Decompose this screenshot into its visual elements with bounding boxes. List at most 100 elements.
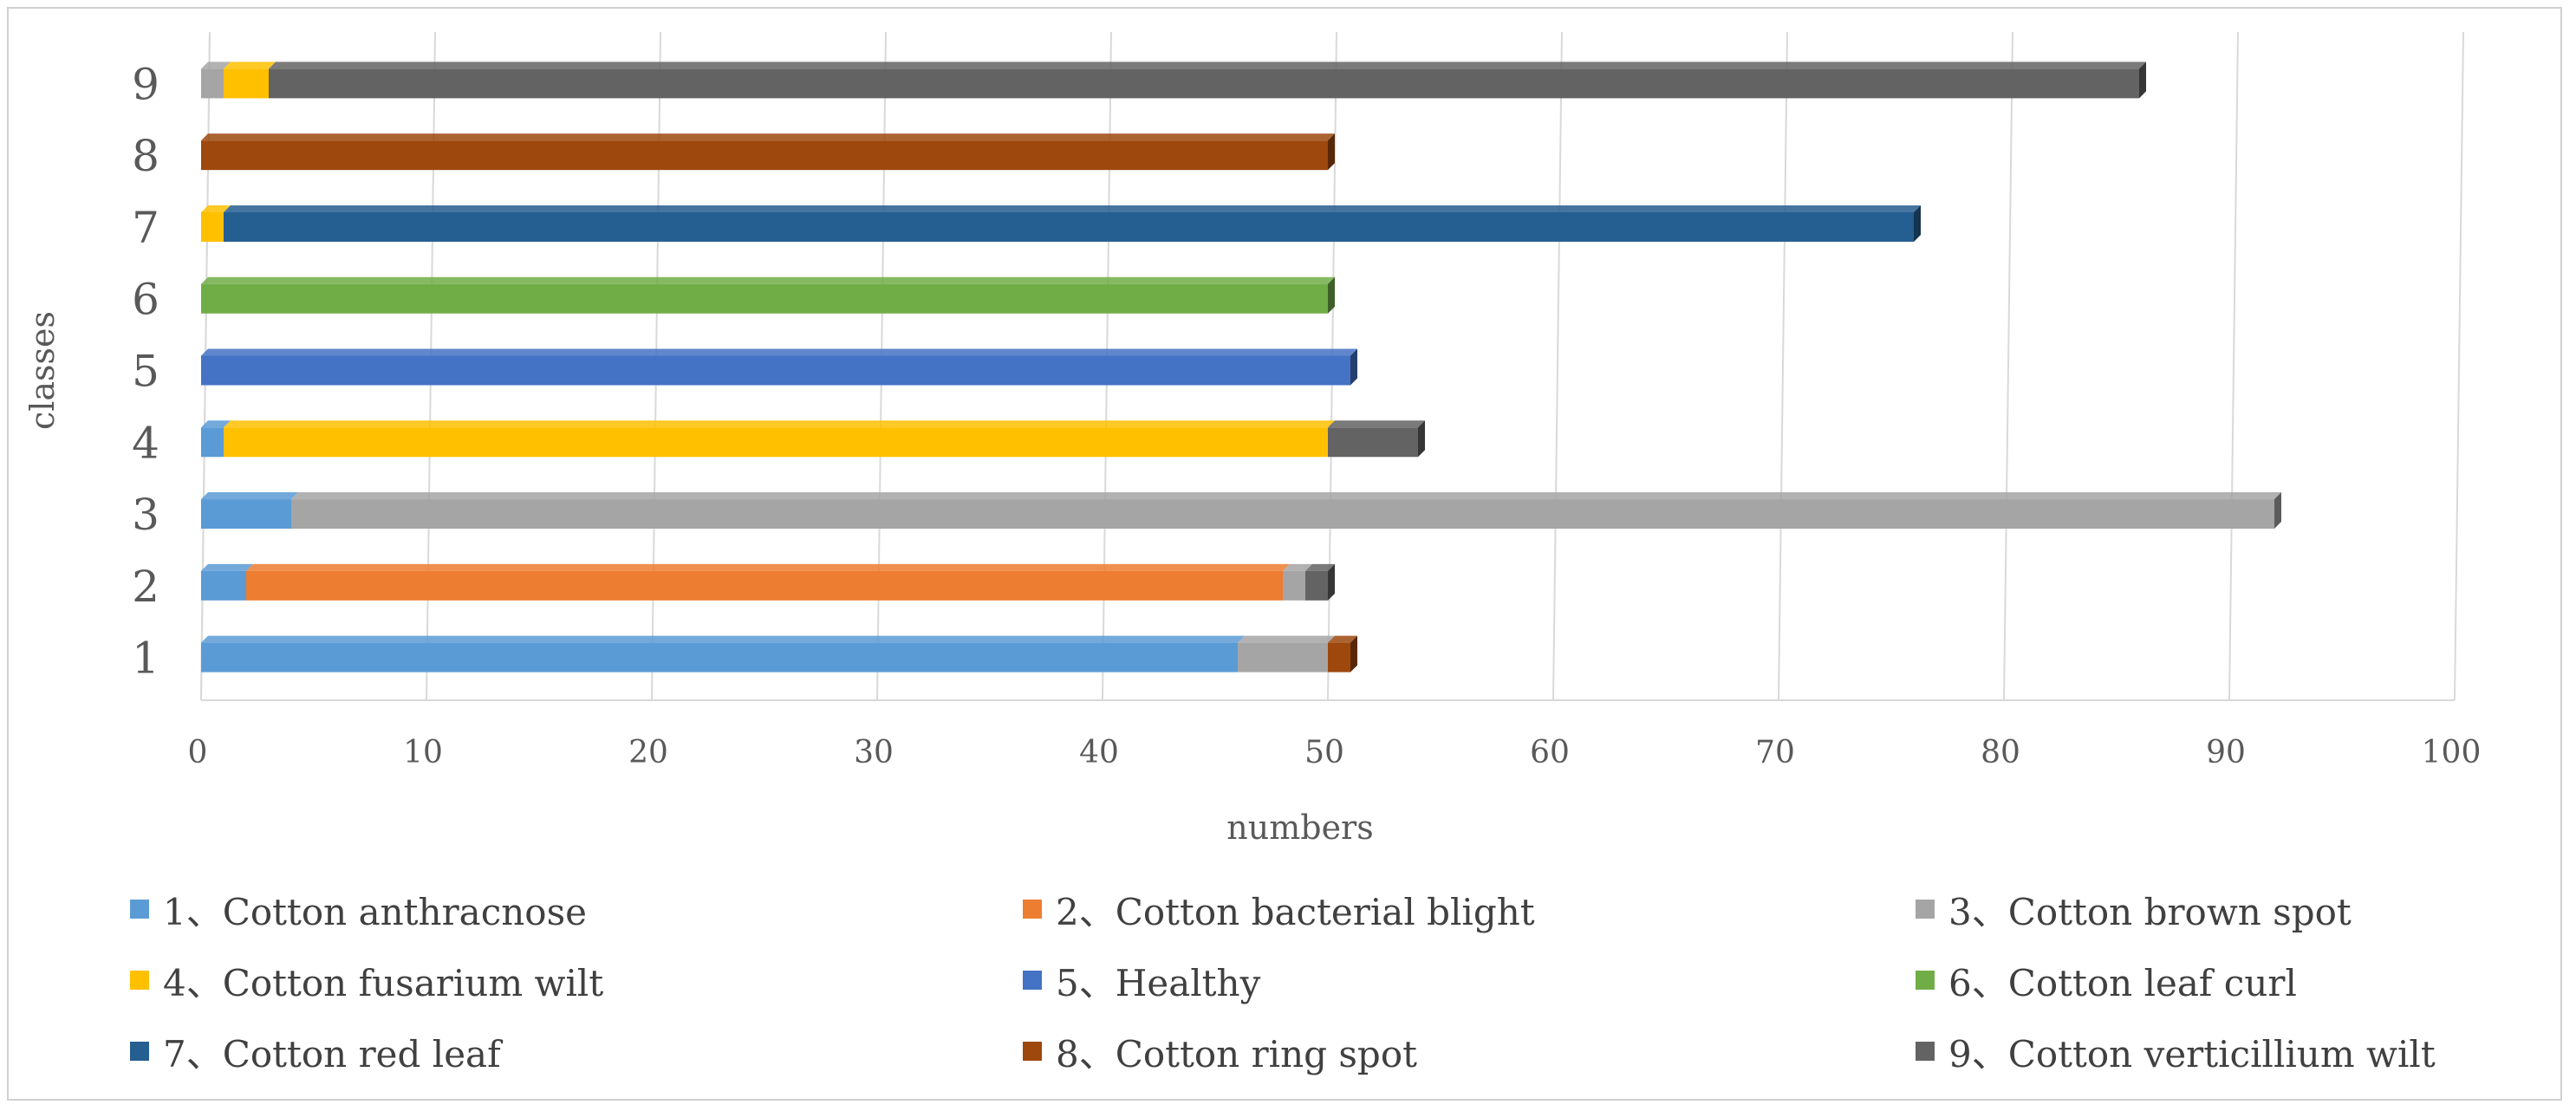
legend-swatch-4 [130,971,149,990]
bar-class-6-series-6 [201,283,1328,314]
bar-top-class-4-series-1 [201,420,231,428]
bar-top-class-9-series-4 [224,62,276,69]
legend-label-5: 5、Healthy [1056,961,1261,1004]
x-tick-label-30: 30 [854,735,894,770]
legend-label-2: 2、Cotton bacterial blight [1056,890,1535,933]
y-tick-label-9: 9 [132,59,159,109]
bar-top-class-7-series-7 [224,205,1921,212]
bar-top-class-2-series-9 [1305,563,1335,571]
x-tick-label-20: 20 [628,735,668,770]
y-tick-label-6: 6 [132,275,159,325]
bar-end-class-4 [1418,420,1425,458]
bar-class-2-series-2 [246,570,1283,601]
bar-class-3-series-1 [201,499,291,530]
gridline-80 [2003,31,2013,701]
legend-swatch-6 [1916,971,1935,990]
legend-item-7: 7、Cotton red leaf [130,1016,1023,1087]
bar-class-1-series-1 [201,642,1238,672]
legend-item-1: 1、Cotton anthracnose [130,874,1023,945]
x-tick-label-50: 50 [1304,735,1344,770]
bar-top-class-3-series-3 [291,492,2281,500]
gridline-90 [2228,31,2239,701]
bar-top-class-7-series-4 [201,205,231,212]
bar-class-2-series-9 [1305,570,1328,601]
legend-swatch-2 [1023,900,1042,919]
y-tick-label-3: 3 [132,490,159,540]
bar-end-class-7 [1914,205,1921,242]
x-tick-label-70: 70 [1755,735,1795,770]
x-axis-title: numbers [1226,809,1373,847]
bar-top-class-9-series-3 [201,62,231,69]
legend: 1、Cotton anthracnose 2、Cotton bacterial b… [130,874,2522,1090]
bar-end-class-6 [1328,276,1335,314]
x-tick-label-100: 100 [2422,735,2482,770]
legend-swatch-8 [1023,1042,1042,1061]
bar-class-1-series-3 [1238,642,1328,672]
legend-swatch-7 [130,1042,149,1061]
bar-class-4-series-9 [1328,427,1418,458]
legend-label-7: 7、Cotton red leaf [163,1032,501,1075]
bar-top-class-5-series-5 [201,348,1357,356]
y-tick-label-4: 4 [132,418,159,468]
bar-top-class-9-series-9 [269,62,2146,69]
legend-label-8: 8、Cotton ring spot [1056,1032,1417,1075]
bar-top-class-8-series-8 [201,133,1335,141]
legend-label-3: 3、Cotton brown spot [1948,890,2352,933]
bar-end-class-8 [1328,133,1335,171]
bar-class-7-series-7 [224,211,1914,242]
bar-class-7-series-4 [201,211,224,242]
legend-label-4: 4、Cotton fusarium wilt [163,961,604,1004]
bar-top-class-1-series-3 [1238,635,1335,643]
bar-end-class-3 [2274,492,2281,530]
x-tick-label-80: 80 [1981,735,2020,770]
gridline-70 [1778,31,1788,701]
x-tick-label-90: 90 [2206,735,2246,770]
bar-end-class-5 [1350,348,1357,386]
legend-swatch-3 [1916,900,1935,919]
bar-top-class-1-series-1 [201,635,1245,643]
gridline-100 [2454,31,2464,701]
legend-label-9: 9、Cotton verticillium wilt [1948,1032,2436,1075]
bar-top-class-4-series-9 [1328,420,1425,428]
bar-class-9-series-9 [269,68,2139,99]
bar-top-class-2-series-2 [246,563,1290,571]
legend-label-6: 6、Cotton leaf curl [1948,961,2297,1004]
bar-end-class-1 [1350,635,1357,672]
bar-class-4-series-1 [201,427,224,458]
bar-end-class-9 [2139,62,2146,99]
x-tick-label-10: 10 [403,735,443,770]
legend-item-2: 2、Cotton bacterial blight [1023,874,1916,945]
bar-class-9-series-3 [201,68,224,99]
bar-top-class-4-series-4 [224,420,1335,428]
legend-item-5: 5、Healthy [1023,945,1916,1016]
bar-class-3-series-3 [291,499,2274,530]
y-tick-label-1: 1 [132,633,159,684]
legend-item-4: 4、Cotton fusarium wilt [130,945,1023,1016]
legend-item-8: 8、Cotton ring spot [1023,1016,1916,1087]
x-tick-label-0: 0 [188,735,208,770]
legend-item-9: 9、Cotton verticillium wilt [1916,1016,2522,1087]
bar-class-2-series-1 [201,570,246,601]
bar-top-class-3-series-1 [201,492,298,500]
bar-class-1-series-8 [1328,642,1350,672]
bar-top-class-2-series-3 [1283,563,1312,571]
y-axis-title: classes [23,311,62,430]
legend-swatch-9 [1916,1042,1935,1061]
gridline-60 [1552,31,1563,701]
bar-class-9-series-4 [224,68,269,99]
legend-label-1: 1、Cotton anthracnose [163,890,587,933]
y-tick-label-7: 7 [132,203,159,253]
bar-top-class-6-series-6 [201,276,1335,284]
y-tick-label-5: 5 [132,347,159,397]
bar-top-class-1-series-8 [1328,635,1357,643]
legend-swatch-1 [130,900,149,919]
legend-item-6: 6、Cotton leaf curl [1916,945,2522,1016]
bar-class-8-series-8 [201,140,1328,171]
y-tick-label-8: 8 [132,131,159,181]
x-tick-label-60: 60 [1530,735,1570,770]
bar-class-5-series-5 [201,355,1350,386]
bar-top-class-2-series-1 [201,563,253,571]
legend-item-3: 3、Cotton brown spot [1916,874,2522,945]
legend-swatch-5 [1023,971,1042,990]
